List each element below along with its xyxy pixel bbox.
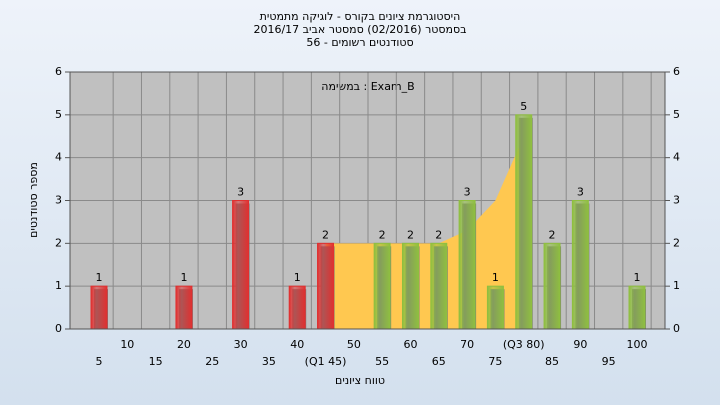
y-tick-label: 6 (55, 65, 62, 78)
y-tick-label: 4 (55, 151, 62, 164)
chart-subtitle: בסמסטר (02/2016) סמסטר אביב 2016/17 (253, 23, 466, 36)
x-tick-label: 10 (120, 338, 134, 351)
bar (175, 285, 193, 330)
x-tick-label: (Q1 45) (305, 355, 347, 368)
bar (90, 285, 108, 330)
y2-tick-label: 1 (673, 279, 680, 292)
data-label: 2 (322, 228, 329, 241)
x-tick-label: 30 (234, 338, 248, 351)
bar (401, 242, 419, 330)
y2-tick-label: 0 (673, 322, 680, 335)
x-axis-label: טווח ציונים (335, 374, 385, 387)
data-label: 3 (464, 186, 471, 199)
data-label: 1 (96, 271, 103, 284)
x-tick-label: 75 (488, 355, 502, 368)
bar (515, 114, 533, 330)
data-label: 1 (180, 271, 187, 284)
y-axis-label: מספר סטודנטים (27, 162, 40, 238)
y2-tick-label: 4 (673, 151, 680, 164)
x-tick-label: 85 (545, 355, 559, 368)
x-tick-label: 55 (375, 355, 389, 368)
data-label: 1 (634, 271, 641, 284)
data-label: 3 (237, 186, 244, 199)
x-tick-label: 15 (149, 355, 163, 368)
y2-tick-label: 6 (673, 65, 680, 78)
x-tick-label: 25 (205, 355, 219, 368)
x-tick-label: 35 (262, 355, 276, 368)
x-tick-label: 40 (290, 338, 304, 351)
x-tick-label: 65 (432, 355, 446, 368)
data-label: 3 (577, 186, 584, 199)
plot-border (69, 71, 666, 330)
data-label: 2 (435, 228, 442, 241)
bar (458, 200, 476, 330)
y-tick-label: 1 (55, 279, 62, 292)
y-tick-label: 0 (55, 322, 62, 335)
x-tick-label: 100 (627, 338, 648, 351)
bar (373, 242, 391, 330)
data-label: 2 (549, 228, 556, 241)
x-tick-label: 5 (96, 355, 103, 368)
bar (317, 242, 335, 330)
data-label: 1 (492, 271, 499, 284)
data-label: 2 (379, 228, 386, 241)
x-tick-label: 50 (347, 338, 361, 351)
bar (288, 285, 306, 330)
x-tick-label: (Q3 80) (503, 338, 545, 351)
x-tick-label: 60 (403, 338, 417, 351)
bar (430, 242, 448, 330)
chart-subtitle: סטודנטים רשומים - 56 (306, 36, 413, 49)
data-label: 1 (294, 271, 301, 284)
y2-tick-label: 5 (673, 108, 680, 121)
data-label: 5 (520, 100, 527, 113)
x-tick-label: 20 (177, 338, 191, 351)
y2-tick-label: 2 (673, 236, 680, 249)
bar (486, 285, 504, 330)
y-tick-label: 5 (55, 108, 62, 121)
bar (232, 200, 250, 330)
y-tick-label: 2 (55, 236, 62, 249)
chart-title: היסטוגרמת ציונים בקורס - לוגיקה מתמטית (260, 10, 461, 23)
y-tick-label: 3 (55, 194, 62, 207)
x-tick-label: 95 (602, 355, 616, 368)
data-label: 2 (407, 228, 414, 241)
x-tick-label: 90 (573, 338, 587, 351)
x-tick-label: 70 (460, 338, 474, 351)
y2-tick-label: 3 (673, 194, 680, 207)
bar (571, 200, 589, 330)
bar (628, 285, 646, 330)
bar (543, 242, 561, 330)
